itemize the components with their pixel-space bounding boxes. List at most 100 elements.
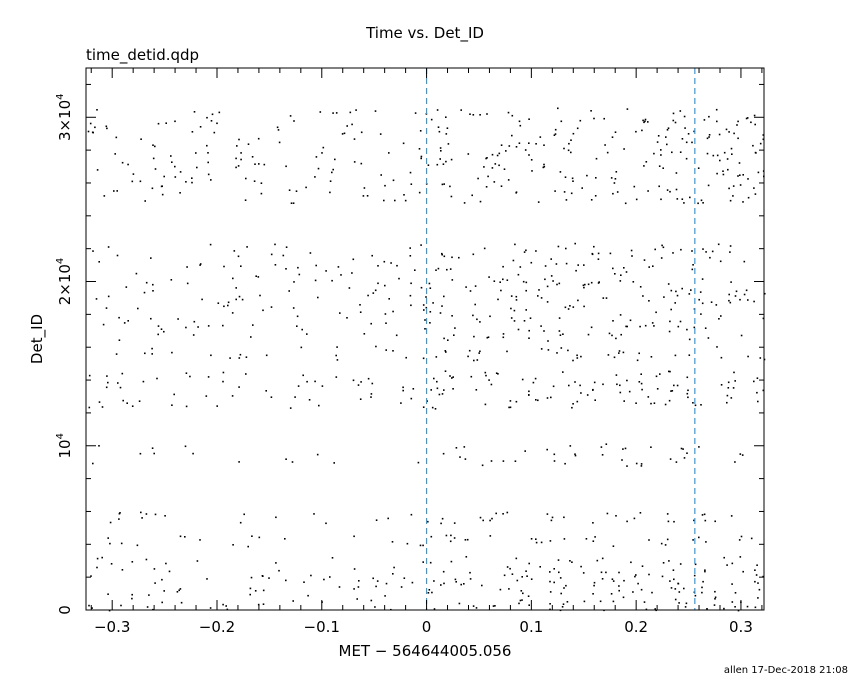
scatter-point-band-4 [726,401,728,404]
scatter-point-band-2 [673,520,675,523]
scatter-point-band-2 [606,512,609,515]
scatter-point-band-0 [618,585,620,587]
scatter-point-band-4 [576,400,579,403]
scatter-point-band-4 [635,402,637,404]
scatter-point-band-5 [238,357,241,359]
scatter-point-band-3 [605,443,608,445]
scatter-point-band-0 [612,580,615,582]
scatter-point-band-2 [626,520,628,523]
scatter-point-band-5 [336,346,338,348]
scatter-point-band-1 [430,535,433,538]
scatter-point-band-0 [88,604,90,607]
scatter-point-band-0 [641,565,644,567]
scatter-point-band-0 [605,571,607,574]
scatter-point-band-0 [679,563,682,565]
scatter-point-band-6 [425,296,427,298]
scatter-point-band-1 [535,541,538,544]
scatter-point-band-7 [193,111,196,113]
scatter-point-band-4 [762,389,765,392]
scatter-point-band-0 [262,589,265,592]
scatter-point-band-6 [735,290,738,293]
scatter-point-band-0 [561,606,564,608]
scatter-point-band-7 [360,131,363,134]
scatter-point-band-0 [739,556,742,558]
scatter-point-band-7 [738,162,741,164]
scatter-point-band-6 [591,252,594,255]
scatter-point-band-6 [432,302,434,304]
scatter-point-band-6 [597,282,600,284]
scatter-point-band-7 [343,132,346,135]
scatter-point-band-0 [651,591,653,594]
scatter-point-band-6 [764,292,766,295]
scatter-point-band-4 [131,405,134,407]
scatter-point-band-7 [331,171,333,174]
scatter-point-band-6 [701,278,704,280]
scatter-point-band-7 [736,124,738,126]
scatter-point-band-6 [223,265,225,268]
scatter-point-band-4 [484,403,487,406]
scatter-point-band-6 [513,320,516,322]
scatter-point-band-4 [306,380,308,383]
scatter-point-band-4 [98,401,101,403]
scatter-point-band-0 [549,591,552,593]
scatter-point-band-1 [648,539,650,541]
scatter-point-band-7 [669,190,671,193]
scatter-point-band-6 [296,325,298,327]
scatter-point-band-7 [305,186,307,189]
scatter-point-band-6 [530,261,533,264]
scatter-point-band-6 [157,333,159,336]
scatter-point-band-6 [704,327,707,329]
scatter-point-band-6 [116,254,119,257]
scatter-point-band-0 [593,581,596,584]
scatter-point-band-7 [289,115,292,117]
scatter-point-band-7 [388,152,390,154]
scatter-point-band-6 [435,269,437,271]
scatter-point-band-7 [380,174,382,176]
scatter-point-band-0 [549,571,551,573]
scatter-point-band-6 [449,268,452,270]
scatter-point-band-0 [731,562,734,565]
scatter-point-band-7 [160,185,163,188]
scatter-point-band-6 [454,327,456,329]
scatter-point-band-6 [583,264,585,266]
scatter-point-band-7 [420,157,422,160]
scatter-point-band-2 [141,517,143,519]
scatter-point-band-7 [314,176,316,178]
scatter-point-band-6 [688,338,691,341]
scatter-point-band-2 [563,516,565,519]
scatter-point-band-7 [161,193,164,196]
scatter-point-band-6 [296,315,299,318]
scatter-point-band-0 [509,567,511,570]
scatter-point-band-0 [153,568,156,570]
scatter-point-band-1 [464,539,467,541]
scatter-point-band-6 [346,317,348,319]
scatter-point-band-4 [216,405,218,407]
scatter-point-band-7 [477,177,479,180]
scatter-point-band-0 [469,578,472,580]
scatter-point-band-6 [309,252,312,254]
scatter-point-band-6 [590,281,593,284]
scatter-point-band-6 [193,320,196,323]
scatter-point-band-4 [687,396,689,399]
scatter-point-band-7 [623,148,625,150]
scatter-point-band-6 [441,252,443,255]
scatter-point-band-6 [231,312,234,314]
scatter-point-band-6 [620,274,622,276]
scatter-point-band-7 [554,133,557,135]
chart-title: Time vs. Det_ID [365,24,484,43]
scatter-point-band-5 [151,353,153,355]
scatter-point-band-0 [400,586,403,588]
scatter-point-band-6 [577,299,579,302]
scatter-point-band-7 [185,181,187,183]
scatter-point-band-7 [725,128,728,131]
scatter-point-band-4 [321,385,324,387]
scatter-point-band-3 [153,452,155,455]
scatter-point-band-4 [434,408,437,410]
scatter-point-band-7 [154,145,156,148]
scatter-point-band-6 [728,299,730,302]
scatter-point-band-0 [180,601,183,604]
scatter-point-band-6 [483,247,486,250]
scatter-point-band-7 [693,130,695,133]
scatter-point-band-7 [641,129,643,132]
scatter-point-band-5 [576,354,578,357]
